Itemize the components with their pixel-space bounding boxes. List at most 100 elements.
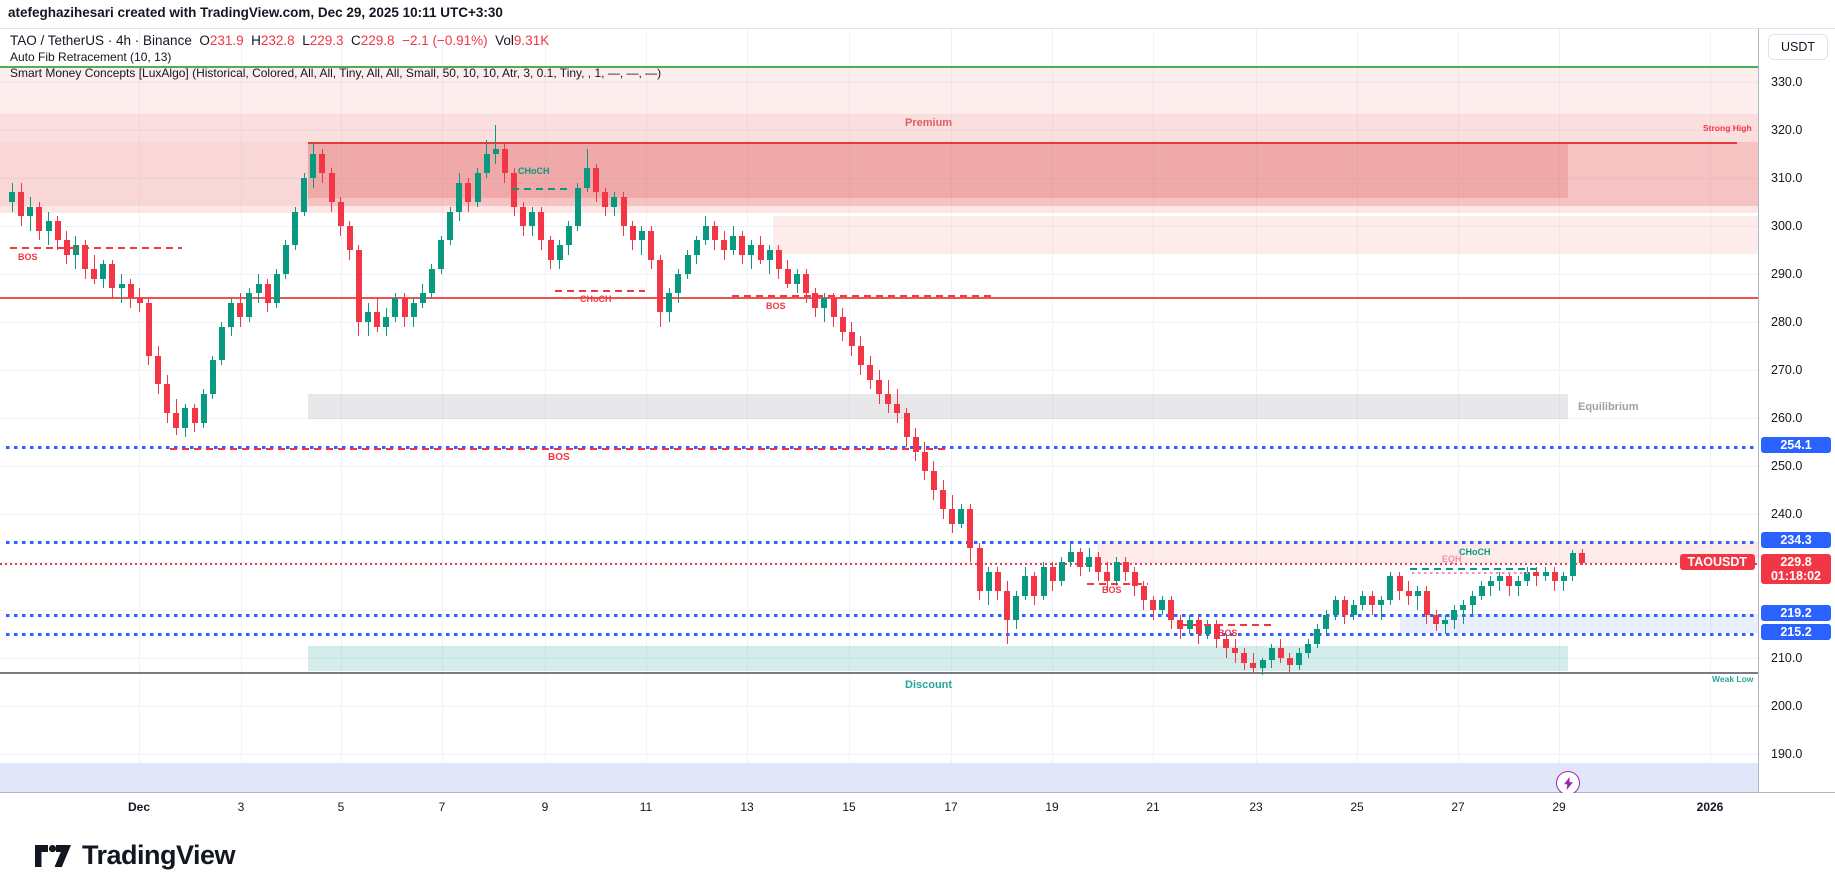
- candle-body: [903, 413, 910, 438]
- event-lightning-marker[interactable]: [1556, 771, 1580, 793]
- candle-body: [1095, 557, 1102, 572]
- candle-body: [1168, 600, 1175, 620]
- candle-body: [164, 384, 171, 414]
- grid-line-vertical: [1458, 29, 1459, 793]
- annotation-weak-low: Weak Low: [1712, 674, 1754, 684]
- ohlc-segment: O: [191, 33, 210, 48]
- indicator-auto-fib[interactable]: Auto Fib Retracement (10, 13): [10, 50, 172, 64]
- candle-body: [1359, 595, 1366, 606]
- candle-body: [1122, 562, 1129, 572]
- candle-body: [209, 360, 216, 394]
- candle-body: [940, 490, 947, 510]
- candle-body: [711, 226, 718, 241]
- candle-body: [1341, 600, 1348, 615]
- time-axis[interactable]: Dec 3 5 7 9 11 13 15 17 19 21 23 25 27 29 2026: [0, 792, 1835, 823]
- grid-line-vertical: [241, 29, 242, 793]
- candle-body: [27, 206, 34, 217]
- grid-line-vertical: [545, 29, 546, 793]
- symbol-ohlc-row[interactable]: TAO / TetherUS · 4h · Binance O231.9 H23…: [10, 33, 661, 48]
- candle-body: [1451, 610, 1458, 620]
- zone-supply-box: [773, 216, 1758, 254]
- grid-line-horizontal: [0, 754, 1758, 755]
- structure-line: [555, 290, 645, 292]
- bar-countdown: 01:18:02: [1770, 568, 1822, 583]
- grid-line-vertical: [951, 29, 952, 793]
- candle-body: [1378, 600, 1385, 606]
- candle-body: [766, 250, 773, 260]
- strong-high-line: [308, 142, 1737, 144]
- zone-eqh-band: [1097, 541, 1758, 563]
- attribution-text: atefeghazihesari created with TradingVie…: [8, 5, 503, 20]
- candle-body: [255, 283, 262, 294]
- time-tick-label: 23: [1249, 800, 1263, 814]
- candle-wick: [1417, 586, 1419, 610]
- candle-body: [538, 211, 545, 241]
- grid-line-horizontal: [0, 562, 1758, 563]
- currency-unit-button[interactable]: USDT: [1768, 34, 1828, 60]
- annotation-equilibrium: Equilibrium: [1578, 401, 1639, 413]
- candle-body: [246, 293, 253, 318]
- annotation-choch: CHoCH: [518, 166, 550, 176]
- candle-body: [465, 182, 472, 202]
- structure-line: [732, 295, 992, 297]
- lightning-bolt-icon: [1563, 776, 1573, 790]
- candle-body: [812, 293, 819, 308]
- grid-line-horizontal: [0, 82, 1758, 83]
- grid-line-vertical: [1153, 29, 1154, 793]
- annotation-eqh: EQH: [1442, 554, 1462, 564]
- candle-body: [885, 394, 892, 404]
- candle-body: [36, 206, 43, 231]
- zone-orderblock-dark: [308, 142, 1758, 206]
- candle-body: [355, 250, 362, 322]
- indicator-smc[interactable]: Smart Money Concepts [LuxAlgo] (Historic…: [10, 66, 662, 80]
- candle-body: [1150, 600, 1156, 610]
- grid-line-vertical: [1357, 29, 1358, 793]
- chart-pane[interactable]: TAO / TetherUS · 4h · Binance O231.9 H23…: [0, 28, 1758, 793]
- candle-wick: [641, 226, 643, 255]
- annotation-bos: BOS: [1218, 628, 1238, 638]
- candle-body: [1332, 600, 1339, 615]
- candle-body: [328, 173, 335, 202]
- zone-equilibrium-box: [308, 394, 1568, 419]
- candle-body: [483, 154, 490, 174]
- candle-body: [100, 264, 107, 279]
- candle-body: [191, 408, 198, 423]
- annotation-bos: BOS: [548, 452, 570, 463]
- candle-body: [1067, 552, 1074, 562]
- price-axis[interactable]: USDT 330.0 320.0 310.0 300.0 290.0 280.0 270.0…: [1758, 28, 1835, 793]
- zone-premium-mid: [0, 142, 1758, 206]
- price-tick-label: 260.0: [1771, 411, 1803, 425]
- candle-body: [1058, 562, 1065, 582]
- price-tick-label: 300.0: [1771, 219, 1803, 233]
- candle-body: [921, 451, 928, 471]
- candle-body: [1250, 662, 1257, 668]
- candle-body: [18, 192, 25, 217]
- candle-body: [9, 192, 15, 202]
- grid-line-horizontal: [0, 610, 1758, 611]
- grid-line-horizontal: [0, 658, 1758, 659]
- candle-body: [1286, 658, 1293, 666]
- price-tick-label: 270.0: [1771, 363, 1803, 377]
- candle-body: [857, 346, 864, 366]
- fib-219-line: [6, 614, 1758, 617]
- candle-body: [638, 230, 645, 241]
- candle-body: [438, 240, 444, 270]
- candle-body: [748, 245, 755, 255]
- time-tick-label: 13: [740, 800, 754, 814]
- candle-body: [730, 235, 737, 250]
- candle-body: [894, 403, 901, 414]
- candle-body: [456, 182, 463, 212]
- candle-body: [1387, 576, 1394, 601]
- candle-body: [1086, 557, 1093, 567]
- candle-body: [1232, 648, 1239, 654]
- candle-body: [1022, 576, 1029, 596]
- candle-body: [584, 168, 591, 188]
- candle-wick: [1563, 571, 1565, 591]
- candle-body: [173, 413, 180, 428]
- candle-body: [602, 192, 609, 207]
- candle-body: [949, 509, 956, 524]
- time-tick-label: 25: [1350, 800, 1364, 814]
- grid-line-horizontal: [0, 130, 1758, 131]
- ohlc-segment: 229.8: [360, 33, 395, 48]
- current-price-label: 229.8 01:18:02: [1761, 553, 1831, 584]
